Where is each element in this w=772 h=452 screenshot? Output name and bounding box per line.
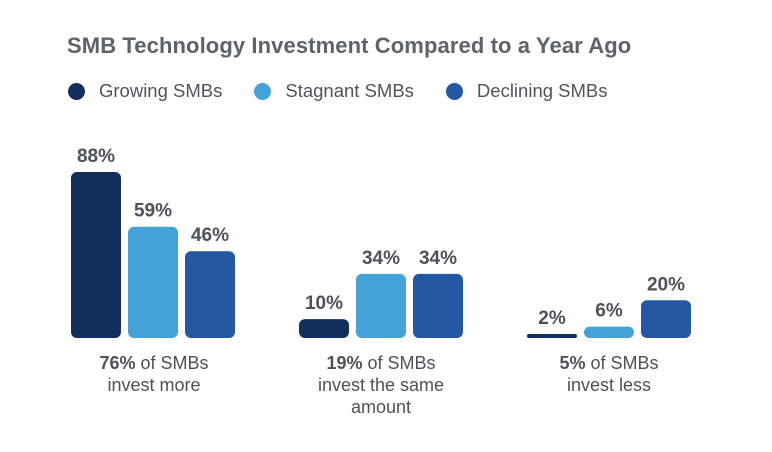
caption-share: 76% [99,353,136,373]
legend-item-growing: Growing SMBs [68,80,222,102]
bar-value-label: 88% [77,146,115,167]
bar-value-label: 46% [191,225,229,246]
legend-label-declining: Declining SMBs [476,80,608,101]
bar-value-label: 34% [362,248,400,269]
legend-swatch-stagnant [254,82,272,100]
bar-value-label: 2% [538,308,566,329]
bar-declining-group-3 [641,300,691,338]
bar-stagnant-group-2 [356,273,406,338]
bar-declining-group-2 [413,273,463,338]
bar-growing-group-2 [299,319,349,338]
caption-line: of SMBs [135,353,209,373]
caption-line: invest the same [317,375,445,395]
bar-value-label: 59% [134,201,172,222]
bar-stagnant-group-1 [128,226,178,338]
bar-value-label: 10% [305,293,343,314]
legend-swatch-growing [68,82,85,100]
caption-line: of SMBs [362,353,436,373]
bar-value-label: 20% [647,274,685,295]
chart-legend: Growing SMBs Stagnant SMBs Declining SMB… [68,77,640,105]
group-caption-invest-less: 5% of SMBs invest less [509,352,709,396]
caption-line: invest less [566,375,652,395]
caption-share: 5% [559,353,586,373]
chart-title: SMB Technology Investment Compared to a … [67,33,632,58]
legend-label-growing: Growing SMBs [99,80,223,101]
bar-declining-group-1 [185,251,235,338]
legend-label-stagnant: Stagnant SMBs [285,80,414,101]
caption-line: amount [350,397,412,417]
bar-stagnant-group-3 [584,326,634,338]
caption-line: invest more [107,375,201,395]
bar-value-label: 6% [595,301,623,322]
caption-share: 19% [326,353,363,373]
caption-line: of SMBs [585,353,659,373]
group-caption-invest-more: 76% of SMBs invest more [54,352,254,396]
bar-value-label: 34% [419,248,457,269]
legend-item-stagnant: Stagnant SMBs [254,80,414,102]
bar-growing-group-1 [71,172,121,338]
legend-swatch-declining [445,82,463,100]
group-caption-invest-same: 19% of SMBs invest the same amount [281,352,481,418]
legend-item-declining: Declining SMBs [445,80,608,102]
bar-growing-group-3 [527,334,577,338]
